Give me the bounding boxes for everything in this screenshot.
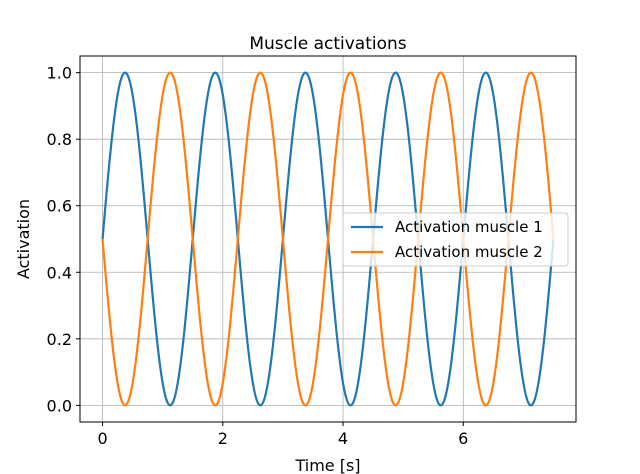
- y-tick-label: 1.0: [47, 64, 72, 83]
- y-tick-label: 0.4: [47, 263, 72, 282]
- x-axis-label: Time [s]: [294, 456, 360, 474]
- y-tick-label: 0.2: [47, 330, 72, 349]
- y-tick-label: 0.8: [47, 130, 72, 149]
- x-axis: 0 2 4 6: [97, 422, 468, 448]
- series-lines: [101, 71, 555, 407]
- legend-label-1: Activation muscle 1: [395, 218, 543, 236]
- legend: Activation muscle 1 Activation muscle 2: [342, 212, 569, 267]
- legend-label-2: Activation muscle 2: [395, 243, 543, 261]
- y-tick-label: 0.6: [47, 197, 72, 216]
- grid: [80, 56, 576, 422]
- series-line-2: [101, 71, 555, 407]
- y-tick-label: 0.0: [47, 396, 72, 415]
- legend-box: [342, 212, 569, 267]
- y-axis: 0.0 0.2 0.4 0.6 0.8 1.0: [47, 64, 80, 415]
- y-axis-label: Activation: [14, 199, 33, 279]
- x-tick-label: 6: [458, 429, 468, 448]
- plot-frame: [79, 55, 577, 423]
- chart-title: Muscle activations: [249, 34, 406, 54]
- x-tick-label: 4: [338, 429, 348, 448]
- x-tick-label: 0: [97, 429, 107, 448]
- x-tick-label: 2: [218, 429, 228, 448]
